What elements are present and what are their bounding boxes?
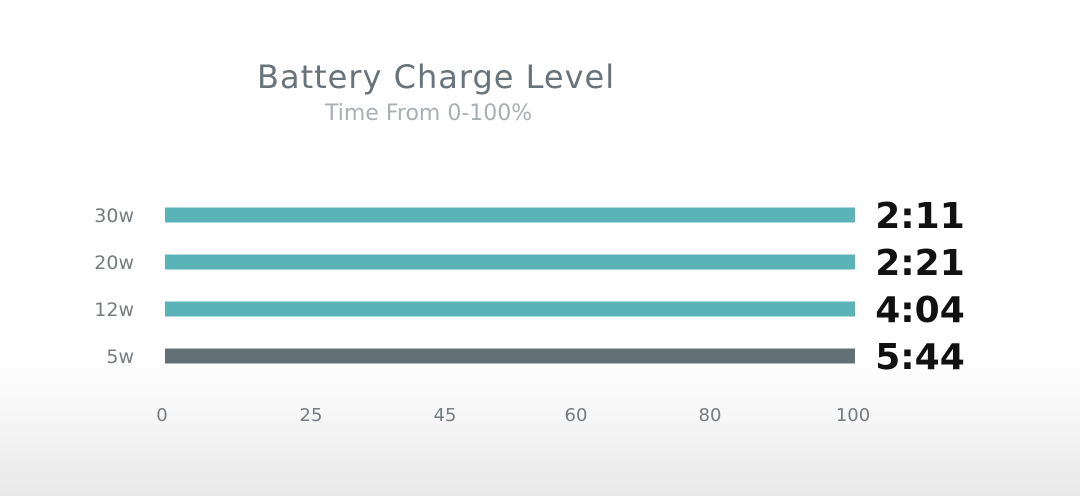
x-tick-label: 25 (300, 405, 323, 426)
bar-20w (165, 254, 855, 270)
time-label-30w: 2:11 (875, 196, 965, 237)
time-label-20w: 2:21 (875, 243, 965, 284)
category-label-30w: 30w (94, 205, 134, 227)
x-tick-label: 100 (836, 405, 870, 426)
x-tick-label: 0 (156, 405, 167, 426)
category-label-5w: 5w (106, 346, 134, 368)
bar-12w (165, 301, 855, 317)
time-label-5w: 5:44 (875, 337, 965, 378)
x-axis-ticks: 0 25 45 60 80 100 (156, 405, 870, 426)
bar-30w (165, 207, 855, 223)
category-labels: 30w 20w 12w 5w (94, 205, 134, 368)
chart-subtitle: Time From 0-100% (325, 101, 533, 126)
category-label-12w: 12w (94, 299, 134, 321)
time-label-12w: 4:04 (875, 290, 965, 331)
chart-title: Battery Charge Level (257, 58, 616, 96)
bar-5w (165, 348, 855, 364)
time-labels: 2:11 2:21 4:04 5:44 (875, 196, 965, 378)
x-tick-label: 60 (565, 405, 588, 426)
x-tick-label: 45 (434, 405, 457, 426)
category-label-20w: 20w (94, 252, 134, 274)
x-tick-label: 80 (699, 405, 722, 426)
bars-layer (165, 207, 855, 364)
